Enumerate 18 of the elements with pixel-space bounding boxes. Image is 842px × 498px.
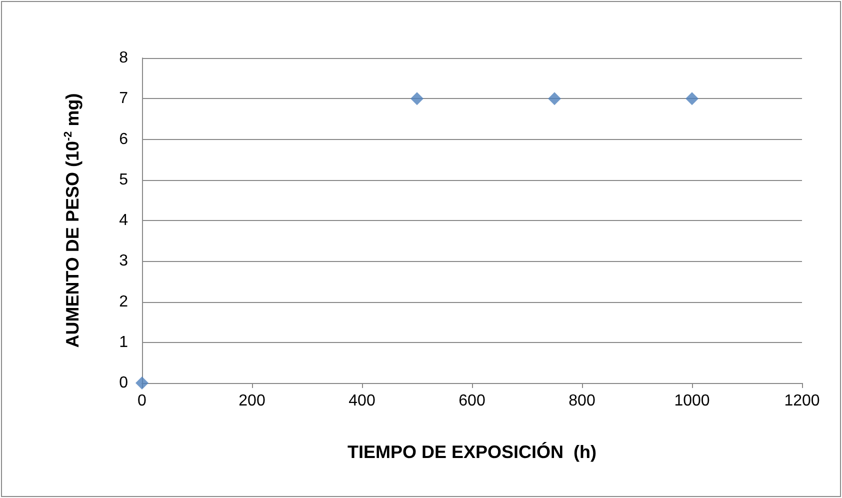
- x-tick-label: 400: [348, 392, 376, 410]
- x-axis-title: TIEMPO DE EXPOSICIÓN (h): [347, 442, 597, 462]
- y-tick-label: 4: [119, 212, 128, 229]
- x-tick-label: 1200: [784, 392, 820, 410]
- x-tick-label: 0: [138, 392, 147, 410]
- y-tick-label: 8: [119, 50, 128, 66]
- x-tick-label: 800: [568, 392, 596, 410]
- y-tick-label: 5: [119, 171, 128, 188]
- y-tick-label: 0: [119, 374, 128, 392]
- y-tick-label: 6: [119, 130, 128, 148]
- x-tick-label: 600: [458, 392, 486, 410]
- y-tick-label: 2: [119, 293, 128, 310]
- x-tick-label: 1000: [674, 392, 710, 410]
- y-tick-label: 1: [119, 334, 128, 351]
- y-tick-label: 3: [119, 252, 128, 270]
- y-tick-label: 7: [119, 90, 128, 108]
- x-tick-label: 200: [238, 392, 266, 410]
- y-axis-title: AUMENTO DE PESO (10-2 mg): [62, 93, 82, 348]
